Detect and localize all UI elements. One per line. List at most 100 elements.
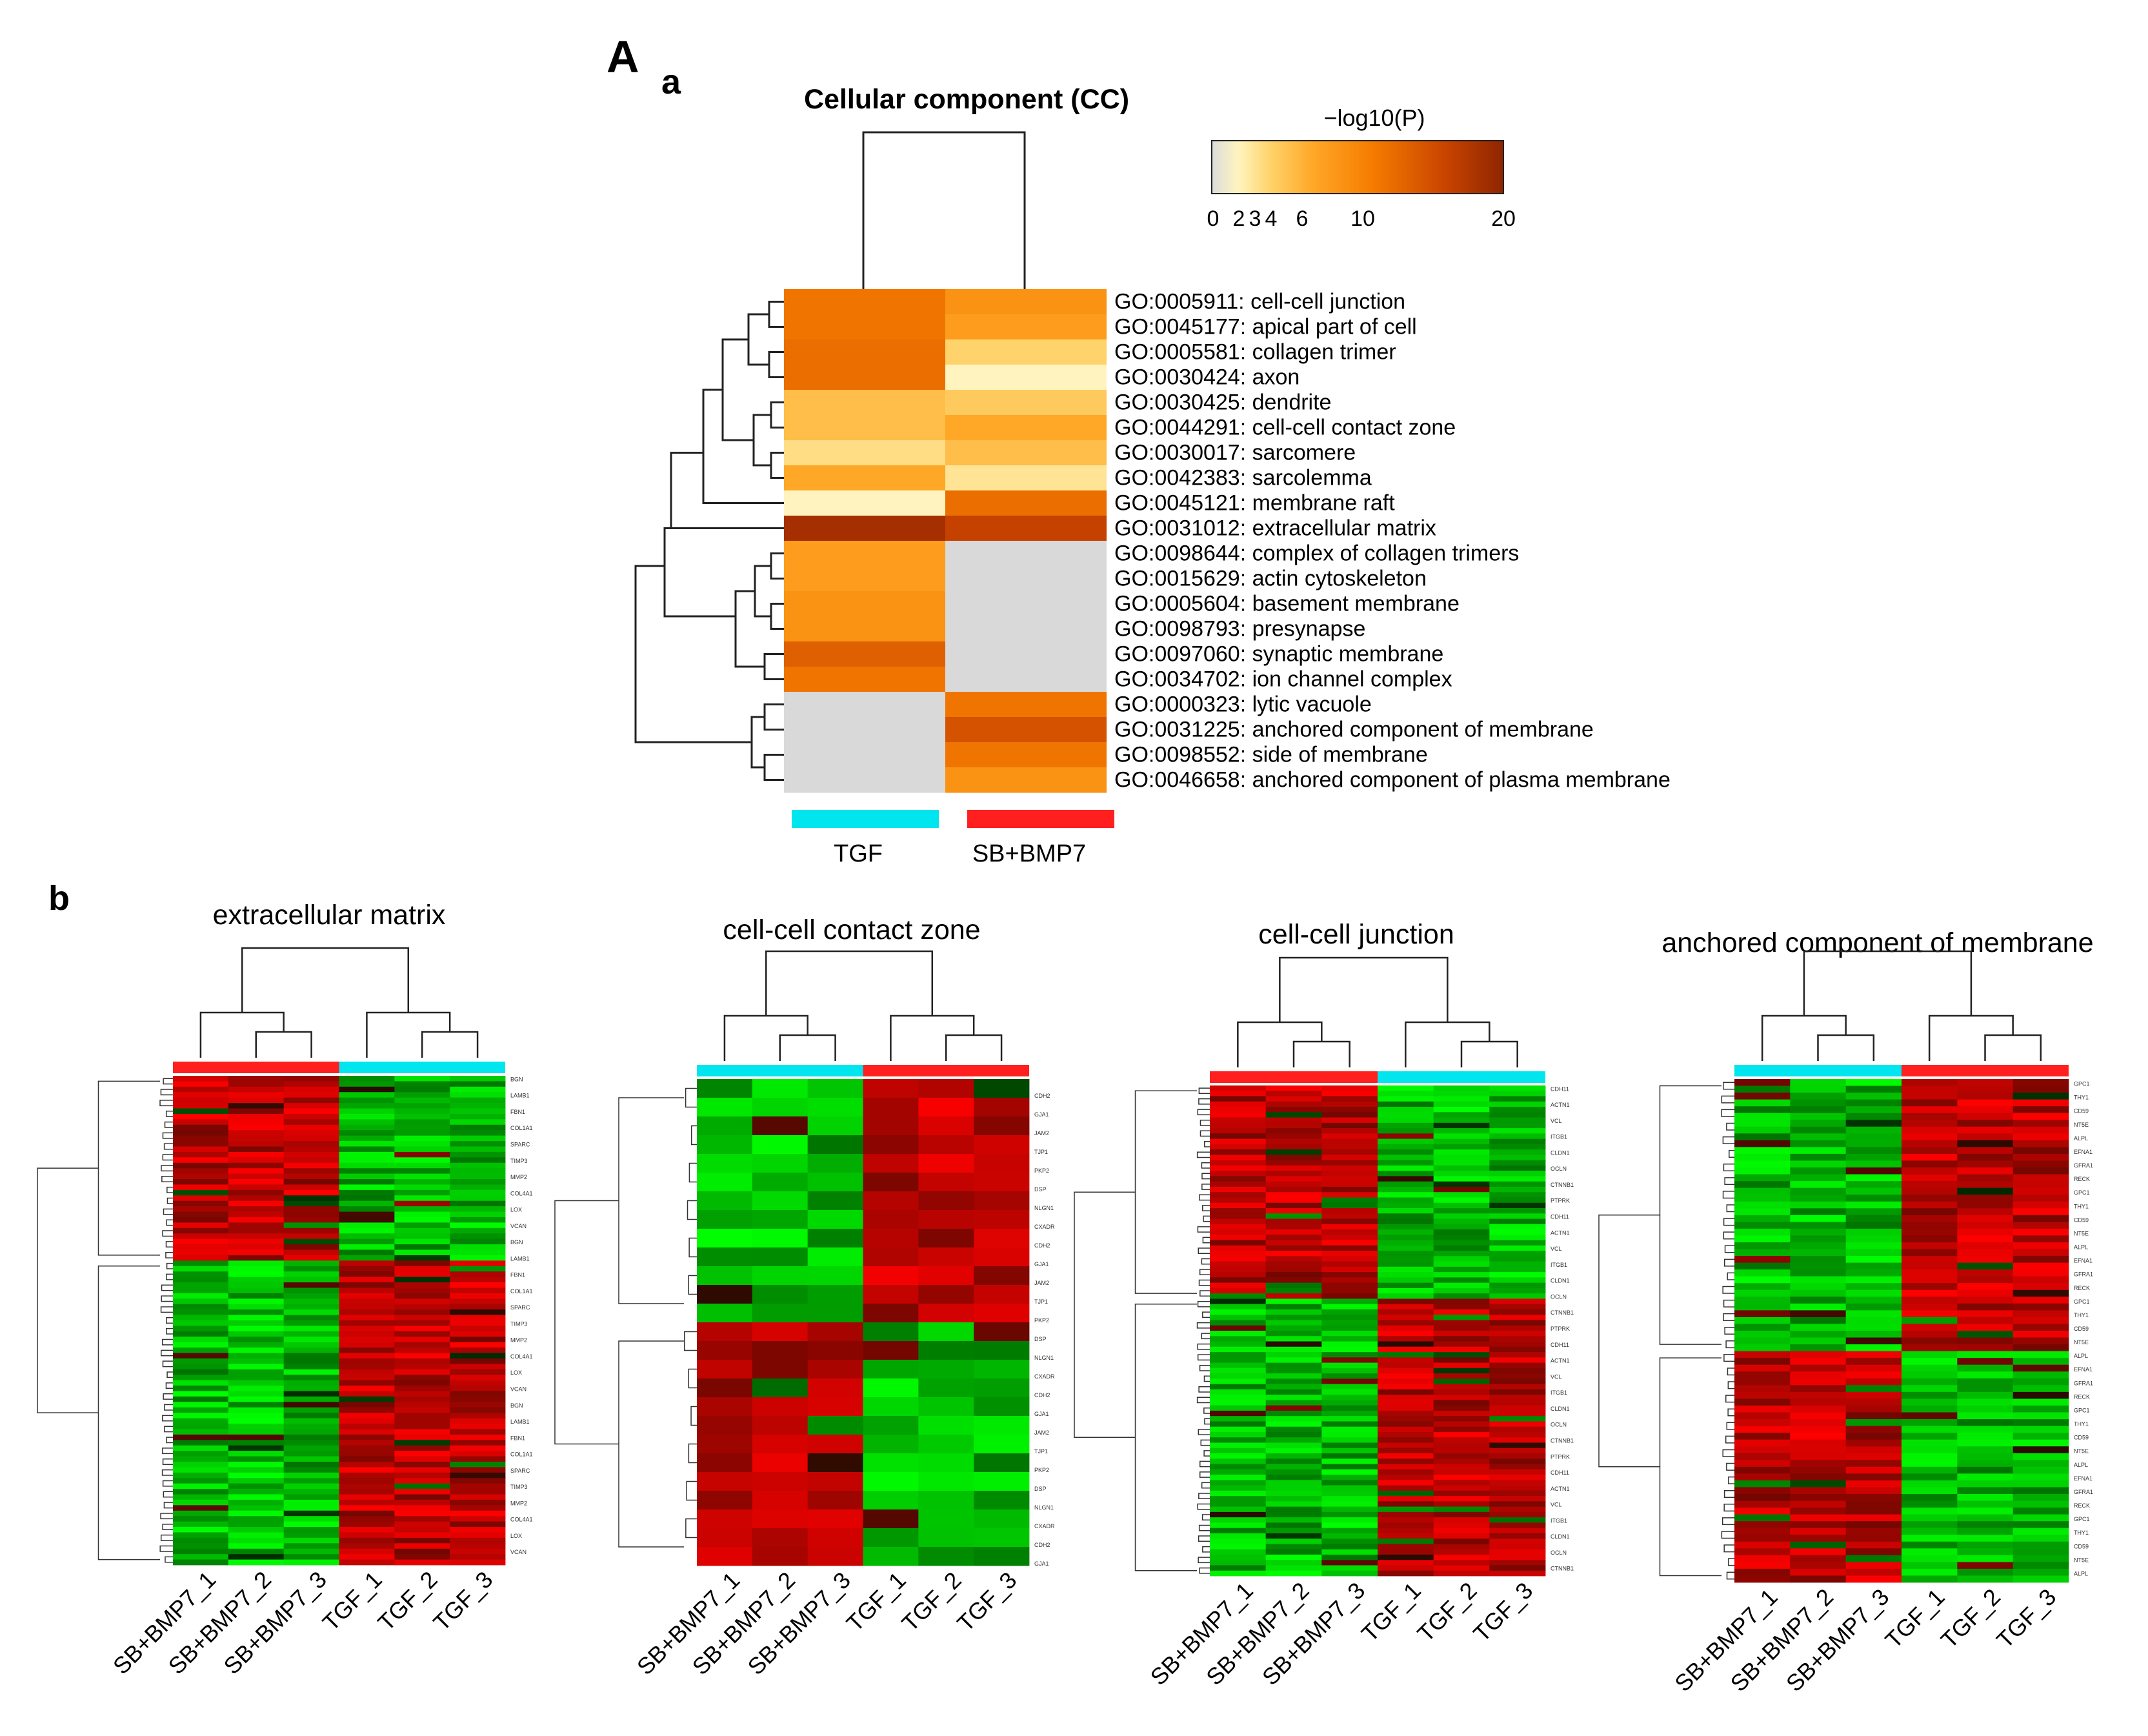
hm1-cell <box>228 1342 285 1348</box>
hm3-cell <box>1210 1362 1267 1369</box>
hm1-row-label: BGN <box>510 1402 523 1409</box>
hm2-cell <box>697 1079 753 1098</box>
hm4-cell <box>1734 1181 1791 1189</box>
hm4-cell <box>1734 1235 1791 1243</box>
cc-column-label-sbbmp7: SB+BMP7 <box>972 840 1086 867</box>
hm3-cell <box>1321 1298 1378 1305</box>
hm3-cell <box>1321 1395 1378 1400</box>
hm4-cell <box>1790 1228 1847 1236</box>
hm1-cell <box>450 1119 506 1125</box>
hm1-cell <box>173 1179 229 1185</box>
hm4-cell <box>1845 1099 1902 1107</box>
hm3-row-label: OCLN <box>1551 1549 1567 1556</box>
hm3-cell <box>1210 1501 1267 1508</box>
hm1-cell <box>283 1418 339 1424</box>
hm4-cell <box>1734 1398 1791 1406</box>
hm3-cell <box>1210 1554 1267 1560</box>
hm3-cell <box>1210 1511 1267 1518</box>
hm3-cell <box>1378 1341 1434 1347</box>
hm3-cell <box>1210 1331 1267 1337</box>
hm1-cell <box>173 1396 229 1402</box>
hm3-cell <box>1321 1133 1378 1140</box>
hm4-cell <box>1790 1344 1847 1352</box>
hm3-group-bar-right <box>1378 1071 1545 1083</box>
hm3-cell <box>1433 1362 1490 1369</box>
hm2-cell <box>863 1435 919 1454</box>
cc-cell-19-1 <box>945 767 1107 793</box>
hm4-col-dendrogram <box>1761 950 2042 1061</box>
hm3-cell <box>1433 1101 1490 1107</box>
hm4-cell <box>2012 1433 2069 1440</box>
hm3-cell <box>1210 1107 1267 1113</box>
hm1-cell <box>173 1277 229 1283</box>
hm1-cell <box>173 1124 229 1131</box>
hm4-cell <box>1734 1521 1791 1529</box>
hm3-cell <box>1433 1485 1490 1491</box>
hm3-row-label: ACTN1 <box>1551 1486 1570 1492</box>
hm4-cell <box>1734 1378 1791 1386</box>
hm3-row-label: CLDN1 <box>1551 1149 1570 1156</box>
hm3-cell <box>1433 1224 1490 1230</box>
hm1-cell <box>228 1195 285 1202</box>
hm1-cell <box>394 1184 450 1191</box>
hm1-cell <box>394 1380 450 1386</box>
hm4-cell <box>1734 1133 1791 1141</box>
cc-cell-6-1 <box>945 440 1107 466</box>
hm4-cell <box>1957 1466 2014 1474</box>
hm3-cell <box>1378 1298 1434 1305</box>
hm3-cell <box>1378 1405 1434 1411</box>
hm1-cell <box>173 1364 229 1370</box>
hm4-cell <box>2012 1500 2069 1508</box>
hm3-cell <box>1433 1522 1490 1529</box>
hm1-cell <box>173 1135 229 1142</box>
hm2-cell <box>918 1098 974 1117</box>
hm3-cell <box>1265 1266 1322 1273</box>
hm1-cell <box>339 1200 395 1207</box>
hm1-cell <box>228 1260 285 1267</box>
hm2-cell <box>974 1210 1030 1229</box>
hm1-cell <box>450 1092 506 1098</box>
hm3-cell <box>1378 1539 1434 1544</box>
hm1-cell <box>283 1282 339 1288</box>
hm1-cell <box>450 1168 506 1174</box>
hm3-cell <box>1321 1171 1378 1176</box>
hm2-title: cell-cell contact zone <box>723 914 980 945</box>
hm1-cell <box>283 1391 339 1397</box>
hm1-cell <box>339 1527 395 1533</box>
cc-row-dendrogram <box>634 301 784 781</box>
cc-row-label: GO:0015629: actin cytoskeleton <box>1114 566 1427 590</box>
cc-cell-5-1 <box>945 415 1107 441</box>
hm1-cell <box>339 1227 395 1234</box>
hm4-cell <box>1902 1398 1958 1406</box>
cc-row-label: GO:0045177: apical part of cell <box>1114 314 1417 339</box>
hm1-cell <box>228 1173 285 1180</box>
hm3-cell <box>1378 1400 1434 1406</box>
hm2-cell <box>918 1435 974 1454</box>
cc-row-label: GO:0030425: dendrite <box>1114 390 1331 414</box>
hm4-cell <box>1790 1324 1847 1331</box>
hm1-cell <box>173 1386 229 1391</box>
hm1-cell <box>228 1467 285 1473</box>
hm3-cell <box>1265 1171 1322 1176</box>
hm3-cell <box>1489 1293 1546 1299</box>
cc-cell-3-0 <box>784 365 945 390</box>
hm2-row-label: CXADR <box>1034 1373 1055 1380</box>
hm1-cell <box>450 1396 506 1402</box>
hm1-cell <box>339 1271 395 1278</box>
hm3-cell <box>1489 1368 1546 1374</box>
hm3-cell <box>1378 1480 1434 1486</box>
hm1-cell <box>339 1505 395 1511</box>
cc-cell-11-0 <box>784 566 945 592</box>
hm3-cell <box>1433 1235 1490 1240</box>
hm1-cell <box>173 1461 229 1468</box>
hm3-cell <box>1433 1160 1490 1166</box>
hm1-cell <box>450 1124 506 1131</box>
hm3-cell <box>1210 1315 1267 1320</box>
hm1-cell <box>173 1315 229 1321</box>
hm1-cell <box>394 1195 450 1202</box>
hm1-cell <box>228 1309 285 1315</box>
hm2-cell <box>697 1341 753 1360</box>
hm3-cell <box>1265 1421 1322 1428</box>
hm2-cell <box>918 1360 974 1379</box>
hm3-cell <box>1489 1272 1546 1278</box>
